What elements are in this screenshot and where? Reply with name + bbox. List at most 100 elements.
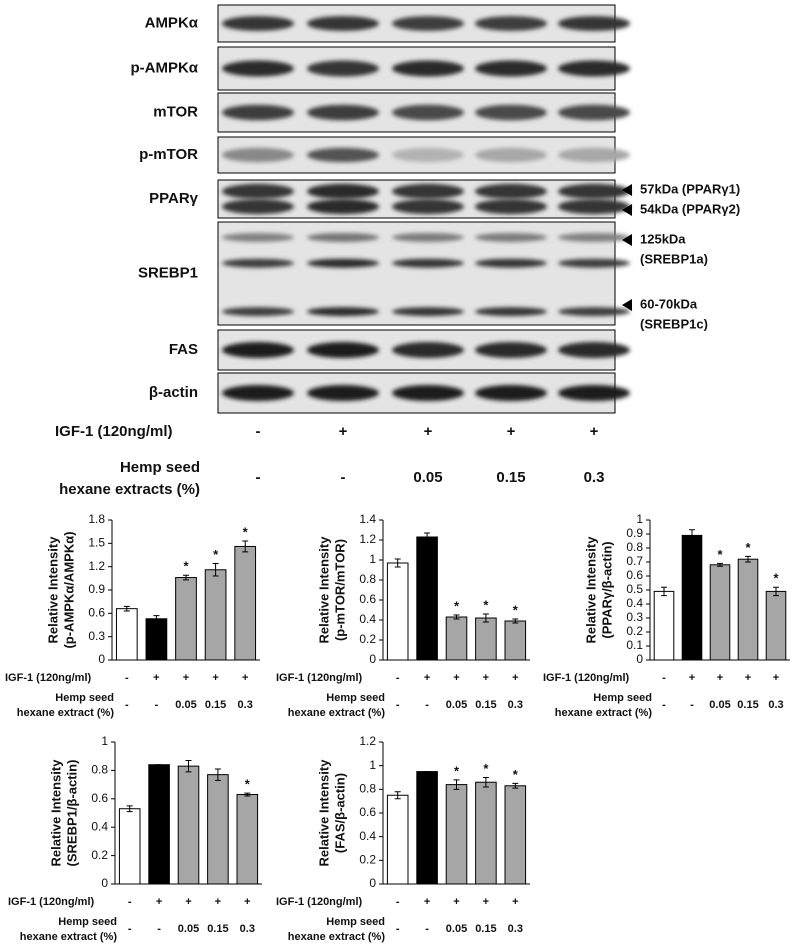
- row-value: +: [483, 672, 489, 684]
- condition-value: +: [424, 423, 433, 440]
- blot-band: [222, 16, 294, 31]
- condition-label: IGF-1 (120ng/ml): [55, 423, 173, 440]
- bar: [148, 764, 170, 885]
- significance-star: *: [745, 540, 751, 555]
- y-tick-label: 1.2: [88, 559, 105, 573]
- y-tick-label: 1.2: [359, 734, 376, 748]
- row-label: hexane extract (%): [20, 931, 118, 943]
- blot-band: [392, 16, 464, 31]
- y-tick-label: 0: [101, 876, 108, 890]
- bar: [118, 808, 141, 885]
- blot-band: [392, 147, 464, 163]
- row-value: +: [773, 672, 779, 684]
- marker-label: (SREBP1a): [640, 251, 708, 266]
- y-axis-label: Relative Intensity: [48, 759, 63, 867]
- y-tick-label: 0.4: [626, 596, 643, 610]
- row-value: +: [689, 672, 695, 684]
- significance-star: *: [483, 597, 489, 612]
- row-label: IGF-1 (120ng/ml): [8, 896, 95, 908]
- row-value: 0.15: [737, 699, 758, 711]
- row-label: Hemp seed: [326, 692, 385, 704]
- bar: [416, 771, 438, 885]
- blot-band: [307, 199, 379, 215]
- blot-band: [307, 307, 379, 317]
- blot-band: [222, 60, 294, 77]
- blot-band: [558, 104, 630, 121]
- row-value: +: [215, 896, 221, 908]
- row-label: hexane extract (%): [288, 707, 386, 719]
- blot-band: [222, 342, 294, 358]
- y-tick-label: 0.1: [626, 638, 643, 652]
- row-value: +: [156, 896, 162, 908]
- marker-arrow: [622, 299, 632, 311]
- row-value: +: [244, 896, 250, 908]
- significance-star: *: [717, 547, 723, 562]
- error-bar: [185, 759, 192, 773]
- bar: [386, 562, 409, 661]
- row-value: 0.05: [709, 699, 730, 711]
- bar: [207, 774, 229, 885]
- bar: [236, 794, 259, 885]
- blot-band: [392, 60, 464, 77]
- marker-label: 54kDa (PPARγ2): [640, 201, 740, 216]
- row-value: 0.3: [240, 923, 255, 935]
- condition-value: -: [256, 469, 261, 486]
- blot-label: FAS: [169, 341, 198, 358]
- blot-band: [475, 258, 547, 268]
- error-bar: [512, 782, 519, 789]
- row-value: +: [424, 672, 430, 684]
- y-axis-label: (FAS/β-actin): [332, 773, 347, 853]
- bar: [445, 784, 468, 885]
- blot-band: [307, 258, 379, 268]
- significance-star: *: [513, 602, 519, 617]
- blot-band: [307, 183, 379, 199]
- blot-band: [558, 199, 630, 215]
- error-bar: [183, 574, 189, 581]
- blot-band: [222, 199, 294, 215]
- blot-band: [475, 16, 547, 31]
- significance-star: *: [213, 547, 219, 562]
- blot-band: [307, 232, 379, 242]
- row-value: 0.3: [508, 699, 523, 711]
- marker-label: 57kDa (PPARγ1): [640, 181, 740, 196]
- marker-arrow: [622, 184, 632, 196]
- y-tick-label: 0.9: [626, 526, 643, 540]
- error-bar: [214, 768, 221, 781]
- y-tick-label: 0.8: [359, 572, 376, 586]
- bar: [504, 620, 527, 661]
- y-tick-label: 1.4: [359, 512, 376, 526]
- marker-arrow: [622, 234, 632, 246]
- blot-band: [222, 232, 294, 242]
- error-bar: [512, 618, 519, 624]
- condition-value: 0.05: [413, 469, 442, 486]
- y-tick-label: 0.6: [626, 568, 643, 582]
- y-axis-label: (p-AMPKα/AMPKα): [61, 531, 76, 648]
- y-tick-label: 0.6: [91, 791, 108, 805]
- bar: [653, 590, 675, 661]
- blot-label: SREBP1: [138, 264, 198, 281]
- row-label: IGF-1 (120ng/ml): [5, 672, 92, 684]
- y-tick-label: 0.2: [626, 624, 643, 638]
- blot-band: [392, 307, 464, 317]
- error-bar: [212, 563, 219, 577]
- error-bar: [394, 558, 401, 568]
- bar: [416, 536, 438, 661]
- row-value: 0.15: [475, 923, 496, 935]
- bar: [681, 534, 703, 661]
- row-value: 0.15: [205, 699, 226, 711]
- y-tick-label: 1: [369, 552, 376, 566]
- blot-band: [307, 16, 379, 31]
- blot-label: p-AMPKα: [130, 59, 198, 76]
- row-value: -: [396, 699, 400, 711]
- blot-band: [558, 385, 630, 401]
- bar: [765, 590, 787, 661]
- error-bar: [242, 540, 249, 553]
- bar: [204, 569, 227, 661]
- blot-band: [475, 104, 547, 121]
- row-value: -: [662, 672, 666, 684]
- y-tick-label: 0: [369, 652, 376, 666]
- bar: [234, 545, 257, 661]
- row-value: -: [396, 923, 400, 935]
- blot-band: [558, 258, 630, 268]
- row-value: +: [483, 896, 489, 908]
